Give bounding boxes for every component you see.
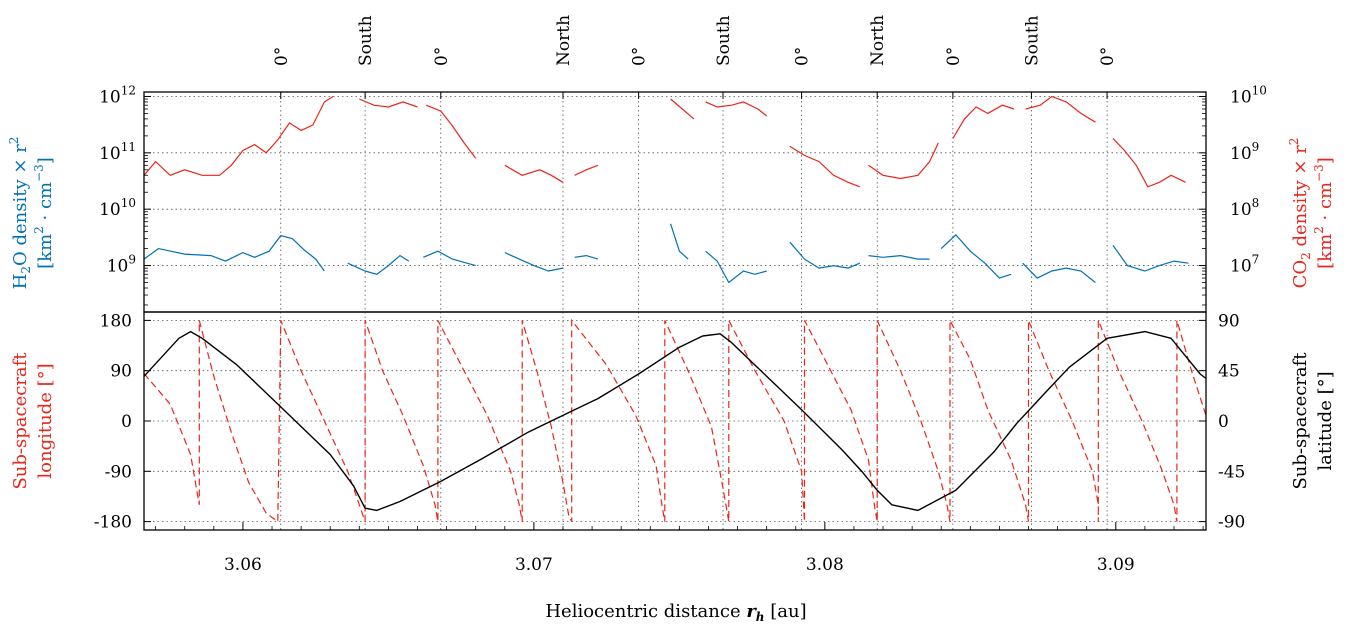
h2o-series-segment (423, 250, 476, 267)
top-tick-label: 0° (944, 47, 964, 66)
longitude-tick-label: 180 (100, 311, 132, 331)
co2-tick-label: 1010 (1230, 83, 1267, 107)
x-tick-label: 3.07 (515, 555, 553, 575)
co2-tick-label: 107 (1230, 253, 1259, 277)
longitude-tick-label: 90 (110, 362, 132, 382)
latitude-axis-units: latitude [°] (1315, 371, 1336, 470)
h2o-axis-units: [km2 · cm−3] (32, 157, 56, 269)
latitude-tick-label: 45 (1218, 362, 1240, 382)
latitude-tick-label: -90 (1218, 513, 1245, 533)
latitude-series-line (143, 330, 1207, 512)
co2-series-segment (425, 104, 477, 159)
latitude-tick-label: -45 (1218, 462, 1245, 482)
top-tick-label: North (554, 15, 574, 66)
longitude-axis-label: Sub-spacecraft (10, 352, 31, 490)
h2o-series-segment (347, 254, 410, 275)
x-tick-label: 3.08 (806, 555, 844, 575)
top-tick-label: 0° (793, 47, 813, 66)
bottom-panel: 180 90 0 -90 -180 90 45 0 -45 -90 3.06 3.07 3.08 3.09 (94, 311, 1245, 575)
co2-series-segment (1112, 137, 1186, 188)
top-panel-frame (143, 91, 1207, 313)
top-grid (144, 92, 1206, 312)
co2-axis-label: CO2 density × r2 (1287, 138, 1313, 289)
co2-series-segment (670, 98, 695, 120)
co2-tick-label: 109 (1230, 140, 1259, 164)
co2-series-segment (143, 95, 334, 176)
longitude-series-line (143, 318, 1207, 523)
top-tick-label: South (356, 15, 376, 66)
top-tick-label: 0° (432, 47, 452, 66)
top-tick-label: South (1022, 15, 1042, 66)
top-tick-label: 0° (272, 47, 292, 66)
h2o-tick-label: 1010 (99, 196, 136, 220)
h2o-tick-label: 109 (107, 253, 136, 277)
co2-series-segment (574, 164, 599, 176)
h2o-series-segment (1112, 244, 1189, 272)
h2o-axis-label: H2O density × r2 (7, 137, 33, 290)
co2-series-segment (789, 145, 861, 188)
top-series (143, 95, 1189, 284)
h2o-series-segment (143, 234, 325, 272)
top-tick-label: North (868, 15, 888, 66)
longitude-axis-units: longitude [°] (35, 363, 56, 478)
co2-axis-units: [km2 · cm−3] (1312, 157, 1336, 269)
h2o-series-segment (940, 234, 1012, 279)
x-axis-label: Heliocentric distance rh [au] (545, 601, 806, 624)
co2-series-segment (868, 142, 939, 180)
longitude-tick-label: -180 (94, 513, 132, 533)
latitude-tick-label: 0 (1218, 412, 1229, 432)
co2-tick-label: 108 (1230, 196, 1259, 220)
co2-series-segment (359, 98, 418, 108)
co2-series-segment (705, 101, 768, 117)
top-panel: 109 1010 1011 1012 107 108 109 1010 0° South 0° Nor… (99, 15, 1267, 313)
longitude-tick-label: 0 (121, 412, 132, 432)
latitude-axis-label: Sub-spacecraft (1290, 352, 1311, 490)
top-axes: 109 1010 1011 1012 107 108 109 1010 0° South 0° Nor… (99, 15, 1267, 313)
x-tick-label: 3.06 (224, 555, 262, 575)
top-tick-label: South (714, 15, 734, 66)
x-tick-label: 3.09 (1097, 555, 1135, 575)
top-tick-label: 0° (630, 47, 650, 66)
h2o-series-segment (1022, 262, 1096, 283)
h2o-tick-label: 1011 (99, 140, 136, 164)
h2o-series-segment (789, 241, 861, 269)
bottom-axes: 180 90 0 -90 -180 90 45 0 -45 -90 3.06 3.07 3.08 3.09 (94, 311, 1245, 575)
h2o-series-segment (868, 254, 930, 260)
h2o-series-segment (670, 223, 689, 260)
h2o-series-segment (574, 254, 599, 260)
co2-series-segment (952, 104, 1015, 139)
bottom-series (143, 318, 1207, 523)
latitude-tick-label: 90 (1218, 311, 1240, 331)
co2-series-segment (1025, 95, 1096, 123)
top-tick-label: 0° (1098, 47, 1118, 66)
bottom-grid (144, 312, 1206, 530)
h2o-tick-label: 1012 (99, 83, 136, 107)
h2o-series-segment (504, 252, 564, 272)
h2o-series-segment (705, 250, 767, 284)
co2-series-segment (504, 164, 564, 183)
longitude-tick-label: -90 (105, 462, 132, 482)
